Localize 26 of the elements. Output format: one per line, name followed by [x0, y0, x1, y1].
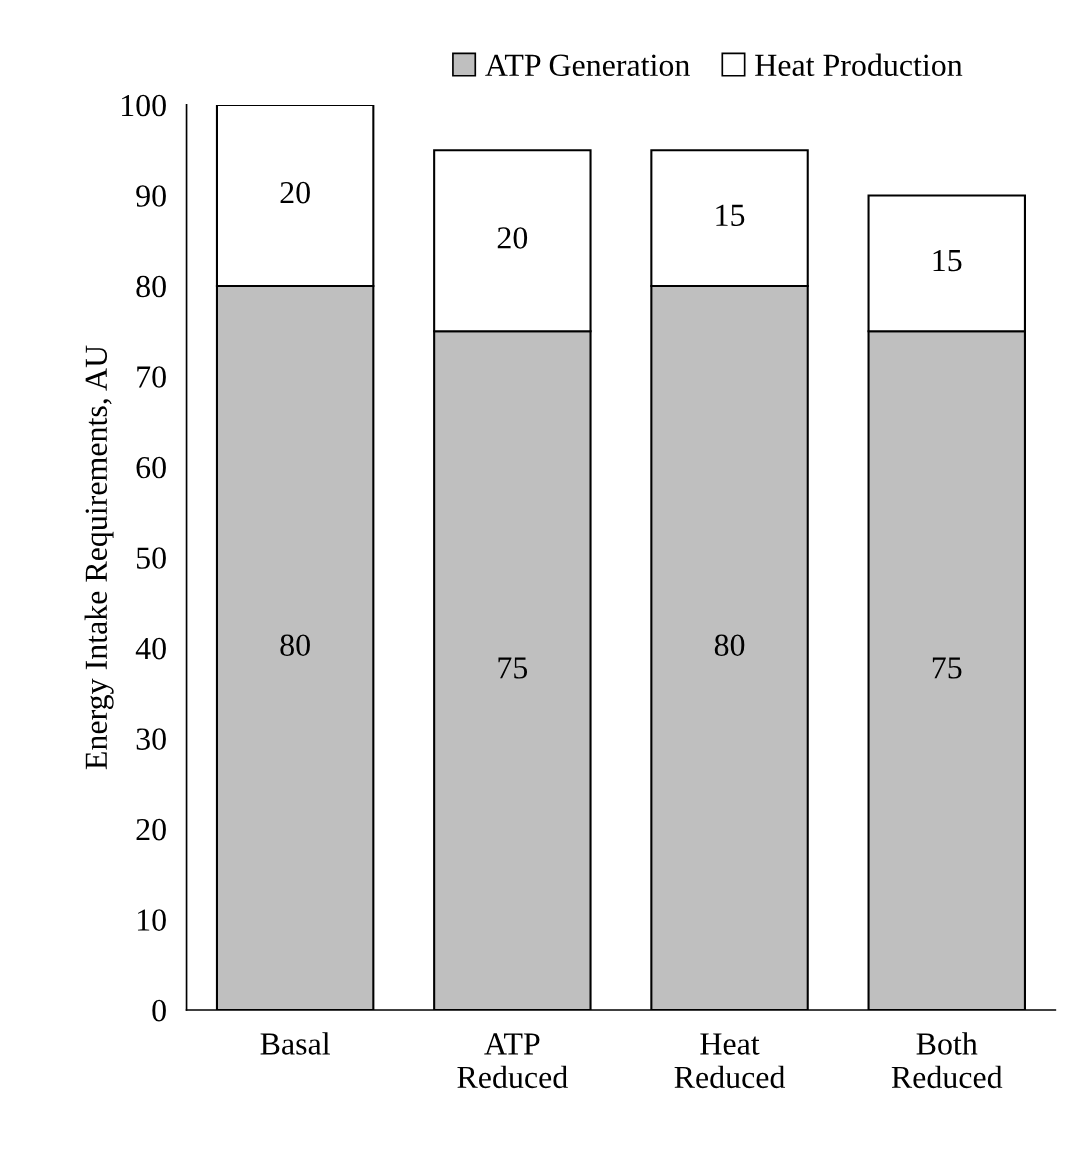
y-tick-label: 90 — [136, 185, 166, 207]
legend-label: Heat Production — [755, 53, 963, 77]
y-tick-label: 10 — [137, 909, 166, 931]
x-tick-label: Heat Reduced — [674, 1033, 786, 1089]
y-tick-label: 20 — [136, 818, 166, 841]
data-label: 80 — [280, 634, 310, 656]
data-label: 15 — [933, 249, 962, 272]
legend-label: ATP Generation — [485, 54, 690, 77]
y-axis-title: Energy Intake Requirements, AU — [84, 345, 114, 770]
y-tick-label: 100 — [122, 94, 166, 117]
data-label: 75 — [498, 657, 528, 679]
y-tick-label: 0 — [152, 999, 166, 1022]
x-tick-label: Both Reduced — [891, 1032, 1003, 1089]
y-tick-label: 50 — [137, 547, 166, 569]
data-label: 80 — [714, 634, 745, 656]
data-label: 20 — [280, 181, 310, 204]
y-tick-label: 70 — [137, 366, 166, 388]
x-tick-label: Basal — [260, 1032, 330, 1055]
data-label: 15 — [716, 204, 745, 227]
y-tick-label: 80 — [136, 275, 166, 298]
y-tick-label: 30 — [136, 728, 166, 750]
y-tick-label: 60 — [136, 456, 166, 479]
y-tick-label: 40 — [135, 637, 166, 660]
data-label: 20 — [497, 227, 528, 249]
x-tick-label: ATP Reduced — [457, 1033, 568, 1089]
data-label: 75 — [932, 657, 962, 679]
